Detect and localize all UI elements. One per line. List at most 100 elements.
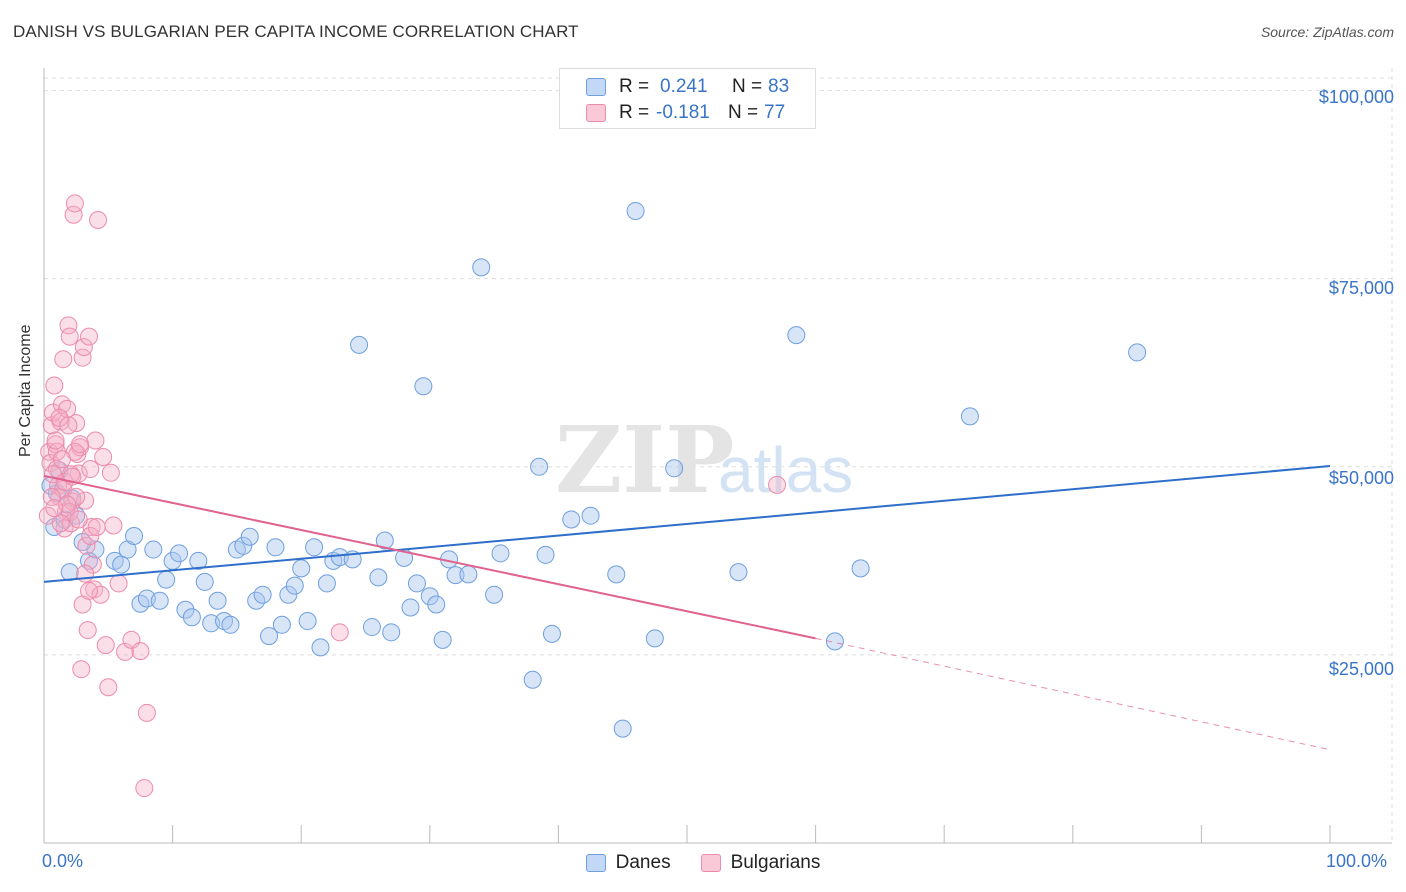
watermark: ZIP atlas xyxy=(555,406,853,514)
correlation-legend: R = 0.241 N = 83 R = -0.181 N = 77 xyxy=(559,68,816,129)
danes-point xyxy=(189,551,208,570)
legend-swatch-danes xyxy=(585,854,606,872)
legend-item-bulgarians[interactable]: Bulgarians xyxy=(700,852,820,874)
danes-point xyxy=(607,565,626,584)
bulgarians-point xyxy=(91,585,110,604)
bulgarians-point xyxy=(46,431,65,450)
bulgarians-point xyxy=(80,327,99,346)
x-tick-label-min: 0.0% xyxy=(42,851,84,871)
danes-point xyxy=(787,326,806,345)
danes-point xyxy=(362,618,381,637)
y-tick-label-25000: $25,000 xyxy=(1328,659,1394,679)
danes-point xyxy=(170,544,189,563)
danes-point xyxy=(112,555,131,574)
danes-point xyxy=(414,377,433,396)
danes-point xyxy=(208,591,227,610)
bulgarians-point xyxy=(94,448,113,467)
legend-swatch-bulgarians xyxy=(700,854,721,872)
danes-point xyxy=(645,629,664,648)
legend-swatch-bulgarians xyxy=(586,104,606,122)
bulgarians-point xyxy=(51,514,70,533)
legend-r-value: -0.181 xyxy=(656,102,710,123)
danes-point xyxy=(369,568,388,587)
bulgarians-point xyxy=(101,463,120,482)
watermark-zip: ZIP xyxy=(555,406,734,514)
y-axis-label: Per Capita Income xyxy=(17,324,34,457)
danes-point xyxy=(350,335,369,354)
bulgarians-point xyxy=(83,555,102,574)
danes-point xyxy=(491,544,510,563)
danes-point xyxy=(272,615,291,634)
bulgarians-point xyxy=(42,487,61,506)
legend-n-value: 83 xyxy=(768,76,790,97)
danes-point xyxy=(305,538,324,557)
danes-point xyxy=(626,201,645,220)
watermark-atlas: atlas xyxy=(718,434,853,506)
legend-n-label: N = xyxy=(728,102,759,123)
legend-r-label: R = xyxy=(619,76,650,97)
danes-point xyxy=(446,566,465,585)
legend-item-danes[interactable]: Danes xyxy=(585,852,671,874)
danes-point xyxy=(60,563,79,582)
legend-n-label: N = xyxy=(732,76,763,97)
danes-point xyxy=(1128,343,1147,362)
legend-row-bulgarians: R = -0.181 N = 77 xyxy=(586,101,785,125)
danes-point xyxy=(825,632,844,651)
bulgarians-point xyxy=(131,642,150,661)
bulgarians-point xyxy=(54,350,73,369)
bulgarians-point xyxy=(69,510,88,529)
bulgarians-point xyxy=(86,431,105,450)
bulgarians-point xyxy=(99,678,118,697)
bulgarians-point xyxy=(59,416,78,435)
bulgarians-point xyxy=(72,660,91,679)
danes-point xyxy=(317,574,336,593)
danes-point xyxy=(125,527,144,546)
danes-point xyxy=(542,624,561,643)
danes-point xyxy=(427,595,446,614)
bulgarians-point xyxy=(60,327,79,346)
danes-point xyxy=(311,638,330,657)
chart-title: DANISH VS BULGARIAN PER CAPITA INCOME CO… xyxy=(13,22,579,41)
bulgarians-point xyxy=(46,435,65,454)
danes-point xyxy=(240,527,259,546)
bulgarians-point xyxy=(96,636,115,655)
danes-point xyxy=(195,572,214,591)
bulgarians-point xyxy=(87,517,106,536)
danes-point xyxy=(401,598,420,617)
danes-point xyxy=(182,608,201,627)
danes-point xyxy=(960,407,979,426)
danes-trend-line xyxy=(43,465,1331,583)
danes-point xyxy=(266,538,285,557)
danes-point xyxy=(459,565,478,584)
danes-point xyxy=(485,585,504,604)
danes-point xyxy=(523,670,542,689)
danes-point xyxy=(382,623,401,642)
bulgarians-point xyxy=(330,623,349,642)
danes-point xyxy=(530,457,549,476)
danes-point xyxy=(285,576,304,595)
legend-label-danes: Danes xyxy=(615,852,671,873)
bulgarians-point xyxy=(67,487,86,506)
bulgarians-point xyxy=(81,460,100,479)
source-label: Source: ZipAtlas.com xyxy=(1260,24,1394,40)
y-tick-label-50000: $50,000 xyxy=(1328,468,1394,488)
bulgarians-point xyxy=(104,516,123,535)
legend-swatch-danes xyxy=(586,78,606,96)
danes-point xyxy=(234,536,253,555)
x-tick-label-max: 100.0% xyxy=(1326,851,1388,871)
trend-lines xyxy=(43,465,1331,751)
bulgarians-point xyxy=(137,703,156,722)
danes-point xyxy=(851,559,870,578)
danes-point xyxy=(407,574,426,593)
danes-point xyxy=(176,600,195,619)
danes-point xyxy=(562,510,581,529)
bulgarians-point xyxy=(45,376,64,395)
danes-point xyxy=(375,531,394,550)
legend-r-label: R = xyxy=(619,102,650,123)
danes-point xyxy=(292,559,311,578)
danes-point xyxy=(472,258,491,277)
bulgarians-point xyxy=(80,581,99,600)
bulgarians-point xyxy=(135,779,154,798)
bulgarians-point xyxy=(78,621,97,640)
danes-point xyxy=(150,591,169,610)
